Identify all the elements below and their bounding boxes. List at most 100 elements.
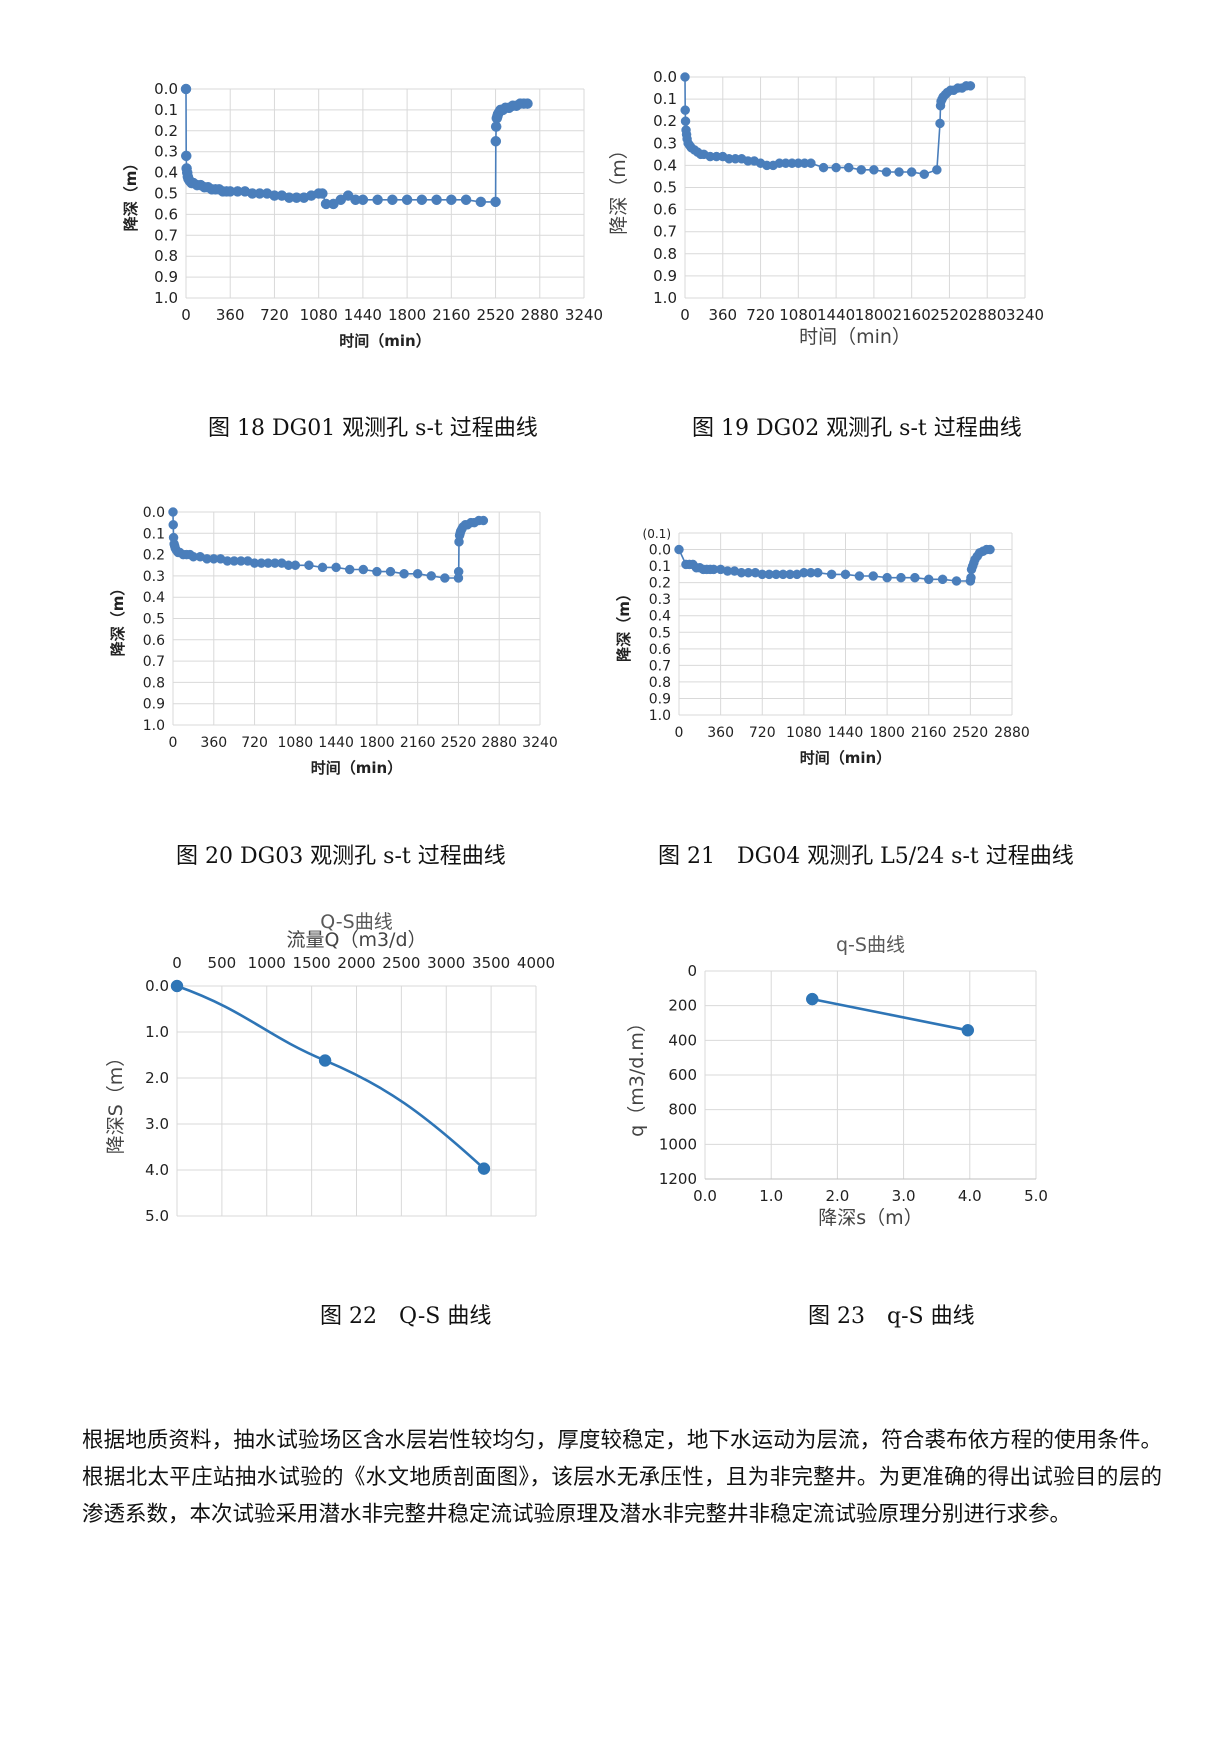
y-tick-label: 0.8 [143, 675, 165, 691]
x-tick-label: 1800 [869, 725, 905, 741]
x-tick-label: 360 [216, 306, 245, 324]
x-tick-label: 2880 [968, 306, 1006, 324]
y-tick-label: 1000 [659, 1135, 697, 1153]
data-point [831, 162, 841, 173]
data-point [906, 167, 917, 177]
data-point [490, 196, 501, 208]
x-tick-label: 1440 [817, 306, 855, 324]
y-tick-label: 1.0 [154, 289, 178, 307]
x-axis-title: 时间（min） [799, 326, 911, 348]
qsmall-plot-group: 0.0 1.0 2.0 3.0 4.0 5.0 0 200 400 600 800 1000 1200 降… [626, 934, 1048, 1229]
x-tick-label: 2160 [911, 725, 947, 741]
data-point [399, 569, 409, 579]
y-tick-label: 5.0 [145, 1207, 169, 1225]
y-tick-label: 0.1 [649, 559, 671, 575]
x-tick-label: 2000 [337, 954, 375, 972]
x-tick-label: 2160 [400, 735, 436, 751]
data-point [372, 566, 382, 577]
y-tick-label: 1.0 [653, 289, 677, 307]
qs-plot-group: 0 500 1000 1500 2000 2500 3000 3500 4000 0.0 1.0 2.… [105, 911, 555, 1225]
y-tick-label: 0.4 [143, 590, 165, 606]
data-point [843, 162, 854, 173]
x-tick-label: 720 [746, 306, 775, 324]
data-point [680, 105, 690, 115]
x-axis-title: 时间（min） [339, 332, 430, 350]
y-tick-label: 0.6 [649, 642, 671, 658]
y-tick-label: 0.0 [154, 80, 178, 98]
data-point [426, 571, 437, 581]
y-tick-label: 0.5 [143, 612, 165, 628]
y-tick-label: 0.5 [653, 179, 677, 197]
data-point [932, 165, 942, 175]
y-axis-title: 降深（m） [109, 581, 127, 657]
y-tick-label: 0.9 [649, 691, 671, 707]
data-point [840, 569, 851, 580]
x-tick-label: 3240 [565, 306, 603, 324]
data-point [868, 571, 878, 581]
chart-title: Q-S曲线 [320, 911, 392, 933]
x-tick-label: 2880 [994, 725, 1030, 741]
series-line [172, 511, 484, 579]
y-axis-title: 降深（m） [608, 140, 630, 235]
data-point [168, 507, 178, 517]
y-tick-label: 0.2 [649, 576, 671, 592]
data-point [331, 562, 341, 573]
x-tick-label: 0 [675, 725, 684, 741]
data-point [170, 979, 184, 993]
data-point [290, 560, 301, 570]
x-tick-label: 2520 [953, 725, 989, 741]
y-tick-label: 600 [668, 1066, 697, 1084]
data-point [490, 136, 502, 147]
x-tick-label: 1080 [779, 306, 817, 324]
x-tick-label: 360 [200, 735, 227, 751]
data-point [680, 72, 690, 82]
x-tick-label: 0.0 [693, 1187, 717, 1205]
data-point [180, 150, 192, 162]
data-point [856, 165, 867, 175]
y-tick-label: 1.0 [649, 708, 671, 724]
data-point [937, 574, 948, 585]
data-point [304, 560, 314, 570]
data-point [431, 194, 442, 206]
data-point [344, 564, 355, 575]
y-tick-label: 0.6 [653, 201, 677, 219]
x-tick-label: 360 [708, 306, 737, 324]
y-tick-label: 0.0 [649, 543, 671, 559]
data-point [935, 118, 945, 129]
data-point [446, 194, 457, 206]
data-point [924, 574, 934, 585]
y-tick-label: 2.0 [145, 1069, 169, 1087]
x-tick-label: 2520 [930, 306, 968, 324]
y-tick-label: 0.2 [143, 548, 165, 564]
x-tick-label: 3500 [472, 954, 510, 972]
data-point [910, 572, 920, 583]
y-tick-label: 0.7 [154, 226, 178, 244]
x-tick-label: 1080 [300, 306, 338, 324]
y-tick-label: 0.9 [143, 697, 165, 713]
dg04-plot-group: 0 360 720 1080 1440 1800 2160 2520 2880(0.1)0.00… [615, 527, 1030, 767]
data-point [674, 544, 684, 555]
data-point [475, 196, 487, 208]
data-point [813, 567, 823, 578]
data-point [806, 158, 816, 168]
y-tick-label: 0.9 [653, 267, 677, 285]
y-tick-label: 1.0 [143, 718, 165, 734]
q-s-caption: 图 22 Q-S 曲线 [320, 1304, 492, 1329]
x-tick-label: 1800 [855, 306, 893, 324]
series-line [811, 997, 969, 1032]
y-tick-label: 0.6 [143, 633, 165, 649]
data-point [881, 167, 892, 177]
y-tick-label: 0.7 [653, 223, 677, 241]
data-point [478, 515, 489, 526]
x-tick-label: 0 [680, 306, 690, 324]
data-point [951, 576, 962, 586]
y-tick-label: 0 [687, 962, 697, 980]
series-line [176, 984, 485, 1170]
dg03-plot-group: 0 360 720 1080 1440 1800 2160 2520 2880 32400.00.… [109, 505, 558, 777]
x-tick-label: 720 [241, 735, 268, 751]
y-tick-label: 0.9 [154, 268, 178, 286]
y-tick-label: 0.3 [154, 143, 178, 161]
x-tick-label: 2500 [382, 954, 420, 972]
y-tick-label: 0.4 [154, 164, 178, 182]
y-tick-label: 400 [668, 1031, 697, 1049]
